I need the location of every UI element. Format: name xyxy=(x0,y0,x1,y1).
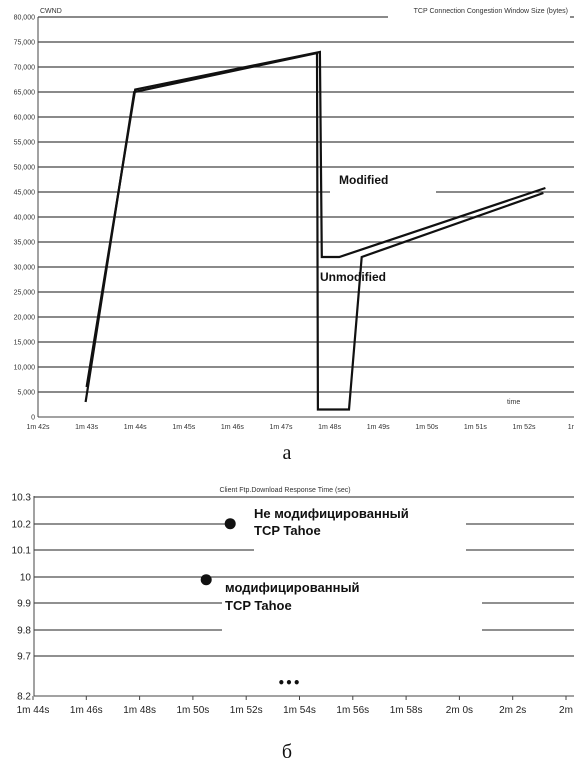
cwnd-y-tick-label: 80,000 xyxy=(14,15,36,22)
response-y-tick-label: 10.3 xyxy=(12,493,32,504)
cwnd-y-tick-label: 55,000 xyxy=(14,140,36,147)
response-x-tick-label: 1m 54s xyxy=(283,705,316,716)
cwnd-chart-title: TCP Connection Congestion Window Size (b… xyxy=(414,8,568,15)
cwnd-y-tick-labels: 0 5,000 10,000 15,000 20,000 25,000 30,000 35,0… xyxy=(14,15,36,422)
cwnd-series-line-unmodified xyxy=(84,51,544,411)
cwnd-x-tick-label: 1m 46s xyxy=(221,424,244,431)
response-y-tick-label: 8.2 xyxy=(17,692,31,703)
cwnd-x-tick-label: 1m 42s xyxy=(27,424,50,431)
response-x-tick-label: 1m 58s xyxy=(390,705,423,716)
response-x-tick-label: 1m 46s xyxy=(70,705,103,716)
modified-label-mask xyxy=(330,168,436,194)
response-y-tick-label: 9.9 xyxy=(17,599,31,610)
cwnd-y-tick-label: 40,000 xyxy=(14,215,36,222)
label-modified-line2: TCP Tahoe xyxy=(225,598,292,613)
cwnd-x-tick-label: 1m 52s xyxy=(513,424,536,431)
caption-a: а xyxy=(283,442,292,464)
cwnd-x-tick-label: 1m 45s xyxy=(172,424,195,431)
cwnd-x-tick-label: 1m xyxy=(568,424,574,431)
cwnd-y-tick-label: 15,000 xyxy=(14,340,36,347)
cwnd-x-tick-labels: 1m 42s 1m 43s 1m 44s 1m 45s 1m 46s 1m 47s 1m 4… xyxy=(27,424,574,431)
response-x-tick-label: 2m xyxy=(559,705,573,716)
response-x-tick-label: 2m 0s xyxy=(446,705,473,716)
cwnd-title-mask xyxy=(388,6,570,21)
response-x-tick-label: 1m 50s xyxy=(177,705,210,716)
label-modified-tahoe: модифицированный TCP Tahoe xyxy=(225,580,363,613)
cwnd-y-tick-label: 10,000 xyxy=(14,365,36,372)
response-y-tick-label: 9.7 xyxy=(17,652,31,663)
axis-break-dots: ••• xyxy=(277,676,300,690)
label-unmodified-line1: Не модифицированный xyxy=(254,506,409,521)
response-x-tick-labels: 1m 44s 1m 46s 1m 48s 1m 50s 1m 52s 1m 54s 1m 5… xyxy=(17,696,573,716)
cwnd-x-tick-label: 1m 43s xyxy=(75,424,98,431)
cwnd-y-tick-label: 25,000 xyxy=(14,290,36,297)
response-gridlines xyxy=(34,496,574,657)
cwnd-y-tick-label: 0 xyxy=(31,415,35,422)
response-x-tick-label: 1m 44s xyxy=(17,705,50,716)
cwnd-x-tick-label: 1m 50s xyxy=(415,424,438,431)
cwnd-x-tick-label: 1m 49s xyxy=(367,424,390,431)
response-y-tick-label: 9.8 xyxy=(17,626,31,637)
cwnd-y-tick-label: 60,000 xyxy=(14,115,36,122)
cwnd-y-tick-label: 70,000 xyxy=(14,65,36,72)
cwnd-y-tick-label: 45,000 xyxy=(14,190,36,197)
response-y-tick-labels: 10.3 10.2 10.1 10 9.9 9.8 9.7 8.2 xyxy=(12,493,32,703)
label-unmodified-line2: TCP Tahoe xyxy=(254,523,321,538)
cwnd-y-axis-label: CWND xyxy=(40,8,62,15)
cwnd-x-tick-label: 1m 51s xyxy=(464,424,487,431)
response-point-modified xyxy=(200,574,212,586)
cwnd-y-tick-label: 5,000 xyxy=(17,390,35,397)
cwnd-x-tick-label: 1m 44s xyxy=(124,424,147,431)
cwnd-series-line-modified xyxy=(85,50,546,388)
cwnd-chart: 0 5,000 10,000 15,000 20,000 25,000 30,000 35,0… xyxy=(14,6,574,431)
response-points xyxy=(200,518,236,586)
response-x-tick-label: 2m 2s xyxy=(499,705,526,716)
response-chart-title: Client Ftp.Download Response Time (sec) xyxy=(219,487,350,494)
cwnd-y-tick-label: 35,000 xyxy=(14,240,36,247)
series-label-modified: Modified xyxy=(339,173,388,187)
label-unmodified-tahoe: Не модифицированный TCP Tahoe xyxy=(254,506,412,538)
response-x-tick-label: 1m 56s xyxy=(336,705,369,716)
cwnd-y-tick-label: 75,000 xyxy=(14,40,36,47)
series-label-unmodified: Unmodified xyxy=(320,270,386,284)
response-time-chart: Client Ftp.Download Response Time (sec) … xyxy=(12,487,574,716)
caption-b: б xyxy=(282,741,292,763)
cwnd-y-tick-label: 65,000 xyxy=(14,90,36,97)
cwnd-x-axis-label: time xyxy=(507,399,520,406)
response-y-tick-label: 10.1 xyxy=(12,546,32,557)
cwnd-x-tick-label: 1m 48s xyxy=(318,424,341,431)
cwnd-y-tick-label: 30,000 xyxy=(14,265,36,272)
response-y-tick-label: 10.2 xyxy=(12,520,32,531)
label-modified-line1: модифицированный xyxy=(225,580,360,595)
cwnd-y-tick-label: 20,000 xyxy=(14,315,36,322)
response-x-tick-label: 1m 48s xyxy=(123,705,156,716)
response-point-unmodified xyxy=(224,518,236,530)
response-y-tick-label: 10 xyxy=(20,573,32,584)
cwnd-y-tick-label: 50,000 xyxy=(14,165,36,172)
response-x-tick-label: 1m 52s xyxy=(230,705,263,716)
cwnd-series xyxy=(84,50,546,411)
cwnd-x-tick-label: 1m 47s xyxy=(270,424,293,431)
